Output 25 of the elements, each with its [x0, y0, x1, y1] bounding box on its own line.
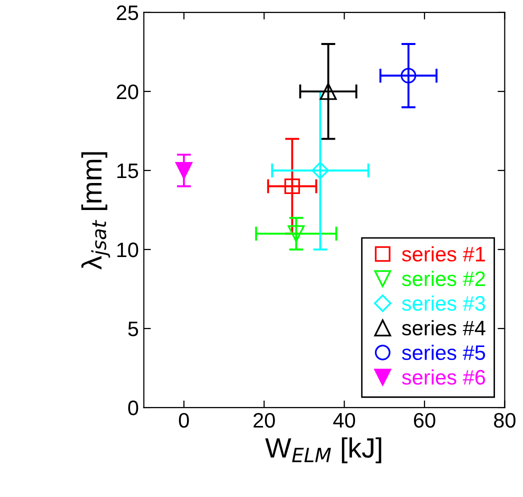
point [284, 178, 300, 194]
point [312, 162, 329, 180]
y-tick-label: 5 [128, 322, 138, 336]
y-tick-label: 15 [117, 164, 138, 178]
legend-label: series #3 [402, 295, 486, 311]
x-tick-label: 20 [254, 412, 275, 428]
x-tick-label: 60 [414, 412, 436, 428]
y-tick-label: 25 [116, 5, 138, 20]
y-axis-title: λ$_{jsat}$ [mm] [81, 152, 110, 270]
point [400, 68, 416, 84]
legend-label: series #6 [402, 369, 486, 385]
point [175, 162, 192, 179]
point [320, 82, 337, 100]
y-tick-label: 10 [117, 242, 138, 258]
y-tick-label: 20 [116, 84, 138, 100]
legend-label: series #2 [402, 270, 485, 286]
legend-label: series #1 [402, 246, 485, 262]
y-tick-label: 0 [128, 400, 138, 416]
point [288, 225, 305, 242]
x-tick-label: 0 [178, 412, 189, 428]
legend-label: series #4 [402, 320, 486, 336]
legend-label: series #5 [402, 344, 486, 360]
x-tick-label: 80 [494, 412, 516, 428]
x-tick-label: 40 [333, 412, 356, 428]
x-axis-title: W$_{ELM}$ [kJ] [265, 437, 382, 464]
